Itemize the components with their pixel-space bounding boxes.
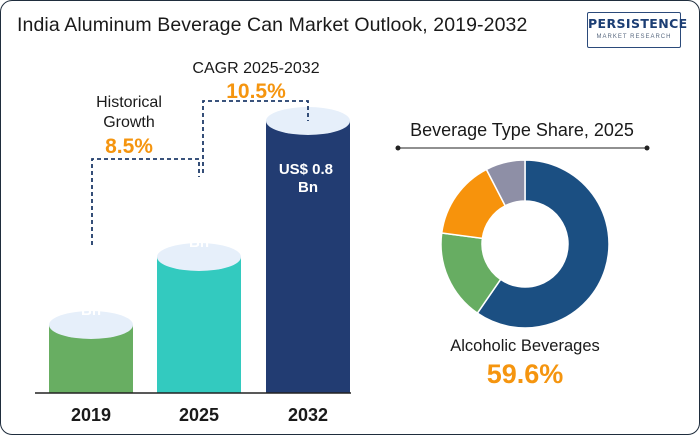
bar-2032-body: [266, 121, 350, 393]
bar-2025-body: [157, 257, 241, 393]
historical-label-line2: Growth: [103, 114, 155, 131]
bar-value-2032-line2: Bn: [298, 179, 318, 196]
bar-value-2019-line2: Bn: [81, 302, 101, 319]
x-tick-2025: 2025: [179, 405, 219, 425]
bar-2019-top: [49, 311, 133, 339]
donut-chart: [440, 159, 610, 329]
donut-slice-alcoholic-beverages: [476, 159, 610, 329]
x-tick-2019: 2019: [71, 405, 111, 425]
logo-name: PERSISTENCE: [588, 16, 688, 31]
bar-value-label-2025: US$ 0.4 Bn: [170, 216, 228, 251]
bar-value-label-2032: US$ 0.8 Bn: [279, 161, 337, 196]
donut-slice-4: [485, 159, 526, 207]
bar-value-2025-line1: US$ 0.4: [170, 216, 225, 233]
bar-value-2032-line1: US$ 0.8: [279, 161, 333, 178]
bar-2025: [157, 243, 241, 393]
cagr-connector: [202, 100, 309, 173]
chart-title: India Aluminum Beverage Can Market Outlo…: [17, 14, 528, 36]
historical-growth-value: 8.5%: [105, 135, 153, 158]
highlight-segment-value: 59.6%: [487, 359, 564, 389]
x-tick-2032: 2032: [288, 405, 328, 425]
logo-tagline: MARKET RESEARCH: [596, 34, 672, 40]
brand-logo: PERSISTENCE MARKET RESEARCH: [587, 12, 688, 48]
bar-2025-top: [157, 243, 241, 271]
bar-value-label-2019: US$ 0.2 Bn: [62, 284, 120, 319]
cagr-value: 10.5%: [226, 80, 286, 103]
historical-label-line1: Historical: [96, 94, 162, 111]
bar-2019: [49, 311, 133, 393]
rule-dot-left: [395, 145, 401, 151]
donut-title: Beverage Type Share, 2025: [410, 120, 634, 140]
rule-dot-right: [644, 145, 650, 151]
bar-value-2019-line1: US$ 0.2: [62, 284, 116, 301]
historical-connector: [91, 158, 200, 245]
bar-2032: [266, 107, 350, 393]
highlight-segment-label: Alcoholic Beverages: [450, 337, 600, 355]
cagr-label: CAGR 2025-2032: [192, 60, 319, 77]
bar-value-2025-line2: Bn: [189, 234, 209, 251]
